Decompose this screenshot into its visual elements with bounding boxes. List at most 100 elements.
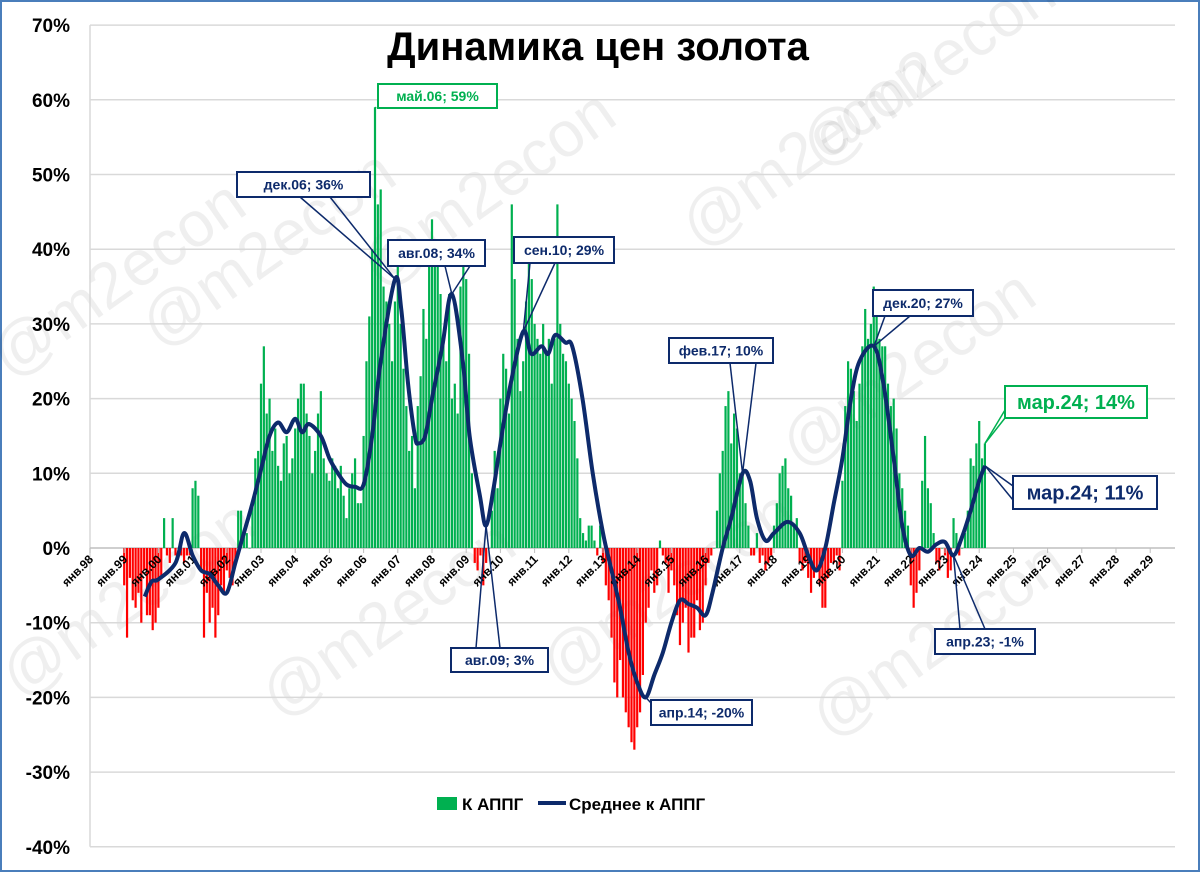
bar: [710, 548, 713, 556]
bar: [442, 338, 445, 548]
bar: [866, 338, 870, 548]
bar: [932, 533, 935, 548]
bar: [268, 398, 271, 548]
annotation-box: [450, 647, 549, 673]
bar: [171, 518, 174, 548]
bar: [958, 548, 961, 556]
bar: [562, 353, 565, 548]
legend-label-bars: К АППГ: [462, 795, 524, 814]
watermark: @m2econ: [0, 485, 268, 712]
bar: [137, 548, 140, 593]
annotation-label: май.06; 59%: [396, 88, 479, 104]
bar: [239, 510, 243, 548]
bar: [550, 383, 553, 548]
bar: [160, 548, 163, 578]
bar: [752, 548, 756, 556]
bar: [225, 548, 228, 571]
bar: [382, 286, 385, 548]
annotation-leader: [952, 555, 961, 630]
bar: [348, 488, 351, 548]
bar: [664, 548, 667, 563]
annotation-leader: [984, 409, 1006, 444]
bar: [165, 548, 169, 556]
bar: [841, 480, 844, 548]
annotation-label: апр.23; -1%: [946, 634, 1024, 650]
bar: [319, 391, 322, 548]
bar: [906, 525, 910, 548]
bar: [847, 361, 850, 548]
bar: [676, 548, 679, 616]
bar: [316, 413, 320, 548]
bar: [222, 548, 226, 593]
bar: [459, 286, 462, 548]
bar: [305, 413, 308, 548]
bar: [430, 219, 434, 548]
bar: [929, 503, 932, 548]
annotations: май.06; 59% дек.06; 36% авг.08; 34% авг.09;…: [236, 83, 1158, 726]
bar: [145, 548, 149, 616]
bar: [419, 376, 422, 548]
bar: [467, 353, 471, 548]
y-tick-label: -10%: [26, 614, 70, 635]
bar: [758, 548, 761, 563]
bar: [197, 495, 200, 548]
bar: [824, 548, 827, 608]
bar: [299, 383, 302, 548]
bar: [693, 548, 696, 638]
legend-label-line: Среднее к АППГ: [569, 795, 706, 814]
bar: [140, 548, 143, 623]
bar: [544, 353, 548, 548]
bar: [194, 480, 197, 548]
bar: [163, 518, 166, 548]
bar: [513, 279, 516, 548]
y-tick-label: -30%: [26, 763, 70, 784]
bar: [425, 338, 428, 548]
annotation-leader: [299, 196, 396, 280]
bar: [217, 548, 220, 616]
bar: [909, 548, 912, 586]
bar: [516, 338, 519, 548]
bar: [690, 548, 693, 638]
bar: [795, 518, 798, 548]
bar: [915, 548, 918, 593]
bar: [878, 338, 881, 548]
average-line: [142, 275, 987, 700]
bar: [875, 301, 878, 548]
bar: [180, 548, 183, 556]
bar: [587, 525, 590, 548]
annotation-leader: [984, 417, 1006, 444]
bar: [254, 458, 257, 548]
annotation-box: [1012, 475, 1158, 510]
bar: [277, 465, 280, 548]
bar: [388, 323, 391, 548]
bar: [547, 338, 550, 548]
bar: [838, 548, 841, 571]
bar: [410, 435, 414, 548]
bar: [733, 413, 736, 548]
bar: [938, 548, 941, 571]
bar: [134, 548, 137, 608]
bar: [399, 323, 402, 548]
bar: [479, 548, 482, 556]
bar: [792, 525, 796, 548]
bar: [408, 450, 411, 548]
bar: [168, 548, 171, 563]
bar: [251, 503, 254, 548]
bar: [453, 383, 456, 548]
annotation-leader: [329, 196, 396, 280]
bar: [727, 391, 730, 548]
bar: [744, 503, 747, 548]
bar: [507, 413, 511, 548]
bar: [855, 421, 858, 548]
bar: [884, 346, 887, 548]
bar: [237, 510, 240, 548]
bar: [533, 323, 536, 548]
bar: [584, 540, 587, 548]
bar: [641, 548, 644, 675]
annotation-box: [377, 83, 498, 109]
bar: [784, 458, 787, 548]
bar: [522, 361, 525, 548]
annotation-leader: [444, 265, 453, 295]
y-tick-label: -40%: [26, 838, 70, 859]
bar: [282, 443, 285, 548]
